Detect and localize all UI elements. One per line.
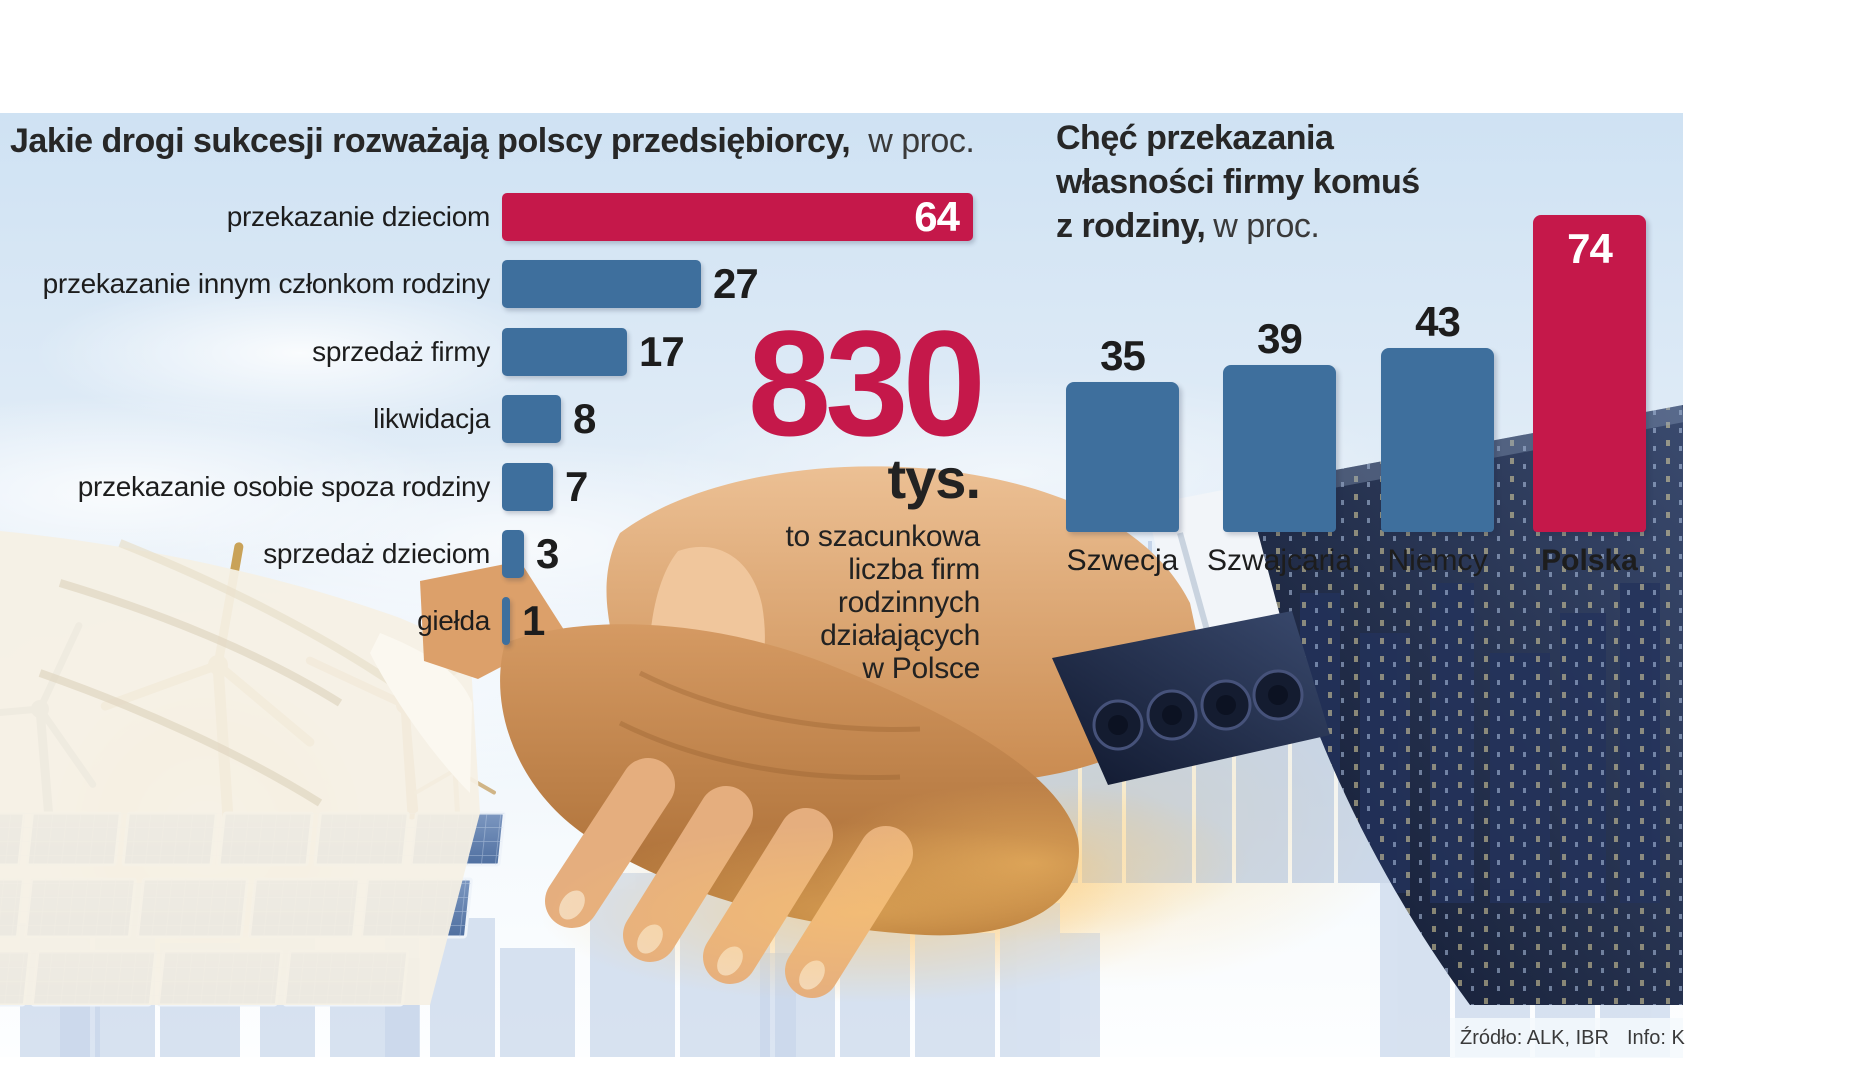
sleeve-buttons: [1092, 669, 1304, 751]
right-chart-title-line3: z rodziny,: [1056, 207, 1206, 245]
right-chart-title-unit: w proc.: [1213, 207, 1320, 245]
background-photo: [0, 113, 1683, 1057]
right-chart-title: Chęć przekazania własności firmy komuś z…: [1056, 116, 1616, 248]
big-number-unit: tys.: [887, 447, 982, 510]
hbar: [502, 597, 510, 645]
hbar-row-6: giełda 1: [0, 597, 1040, 645]
hbar-label: przekazanie innym członkom rodziny: [42, 268, 491, 299]
big-number-value: 830: [747, 299, 986, 467]
hbar-row-3: likwidacja 8: [0, 395, 1040, 443]
vbar-3: [1533, 215, 1646, 532]
source-line: Źródło: ALK, IBR Info: K: [1450, 1018, 1685, 1058]
big-number-description: to szacunkowa liczba firm rodzinnych działa…: [560, 520, 980, 685]
left-chart-title-unit: w proc.: [868, 122, 975, 160]
big-number-description-line: rodzinnych: [837, 586, 980, 619]
hbar-row-4: przekazanie osobie spoza rodziny 7: [0, 463, 1040, 511]
hbar-row-2: sprzedaż firmy 17: [0, 328, 1040, 376]
source-label: Źródło: ALK, IBR: [1460, 1026, 1609, 1049]
vbar-value: 43: [1415, 298, 1461, 345]
big-number-description-line: działających: [820, 619, 980, 652]
hbar: [502, 328, 627, 376]
hbar: [502, 260, 701, 308]
left-sleeve: [0, 531, 480, 1005]
hbar: [502, 193, 973, 241]
hbar-value: 17: [639, 328, 685, 375]
vbar-2: [1381, 348, 1494, 532]
big-number-description-line: liczba firm: [848, 553, 980, 586]
vbar-0: [1066, 382, 1179, 532]
hbar: [502, 463, 553, 511]
hbar-label: przekazanie osobie spoza rodziny: [77, 471, 491, 502]
big-number-description-line: to szacunkowa: [785, 520, 980, 553]
hbar-row-5: sprzedaż dzieciom 3: [0, 530, 1040, 578]
sun-glow-2: [810, 783, 1250, 943]
left-chart-title-bold: Jakie drogi sukcesji rozważają polscy pr…: [10, 122, 851, 160]
vbar-value: 39: [1257, 315, 1303, 362]
hbar: [502, 530, 524, 578]
vbar-label: Szwajcaria: [1206, 544, 1353, 577]
big-number-block: 830 tys. to szacunkowa liczba firm rodzinn…: [560, 299, 986, 685]
source-info: Info: K: [1626, 1026, 1685, 1049]
hbar-value: 8: [573, 395, 596, 442]
right-chart-title-line1: Chęć przekazania: [1056, 119, 1334, 157]
big-number-description-line: w Polsce: [862, 652, 980, 685]
vbar-label: Polska: [1541, 544, 1638, 577]
scenery: [0, 405, 1683, 1057]
hbar-value: 64: [914, 193, 960, 240]
right-chart-title-line2: własności firmy komuś: [1056, 163, 1420, 201]
hbar: [502, 395, 561, 443]
hbar-value: 7: [565, 463, 588, 510]
hbar-label: likwidacja: [373, 403, 490, 434]
hbar-label: sprzedaż firmy: [312, 336, 490, 367]
hbar-value: 27: [713, 260, 759, 307]
vbar-value: 35: [1100, 332, 1146, 379]
suit-sleeve: [1052, 405, 1683, 1005]
hbar-row-0: przekazanie dzieciom 64: [0, 193, 1040, 241]
hbar-label: sprzedaż dzieciom: [263, 538, 490, 569]
vbar-label: Szwecja: [1066, 544, 1179, 577]
vbar-label: Niemcy: [1387, 544, 1488, 577]
left-chart-title: Jakie drogi sukcesji rozważają polscy pr…: [10, 122, 1040, 161]
hbar-value: 3: [536, 530, 559, 577]
vbar-value: 74: [1567, 225, 1613, 272]
hbar-value: 1: [522, 597, 545, 644]
hbar-row-1: przekazanie innym członkom rodziny 27: [0, 260, 1040, 308]
hbar-label: przekazanie dzieciom: [226, 201, 491, 232]
hbar-label: giełda: [417, 605, 490, 636]
vbar-1: [1223, 365, 1336, 532]
